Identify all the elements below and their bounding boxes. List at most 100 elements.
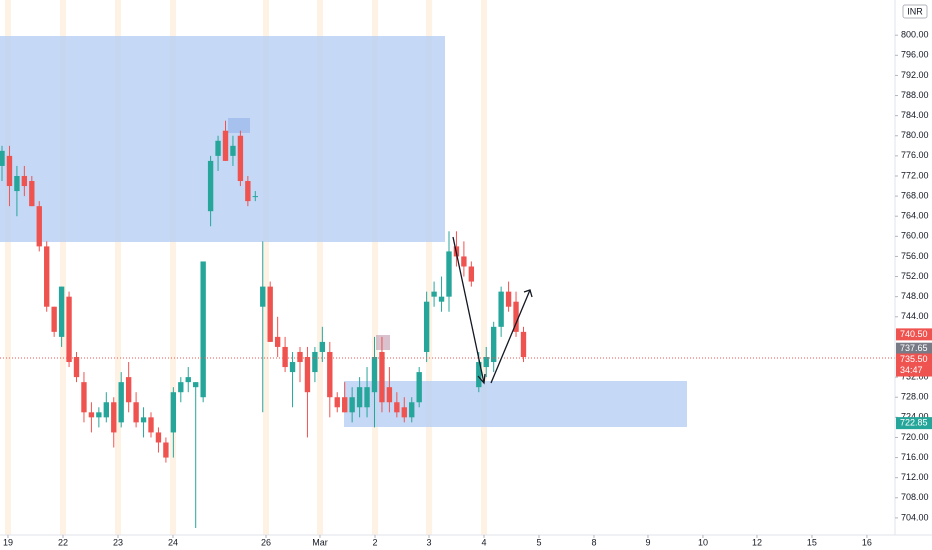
price-label-box (896, 353, 932, 366)
candle-body (431, 291, 437, 297)
candle-body (513, 301, 519, 332)
y-tick-label: 708.00 (901, 492, 929, 502)
session-stripe (316, 0, 323, 535)
candle-body (468, 266, 475, 282)
session-stripe (426, 0, 433, 535)
session-stripes (4, 0, 488, 535)
session-stripe (115, 0, 122, 535)
currency-label: INR (907, 6, 923, 16)
candle-body (312, 351, 318, 373)
candle-body (21, 175, 28, 187)
candle-body (438, 296, 445, 302)
candle-body (520, 331, 527, 358)
candle-body (423, 301, 430, 352)
x-tick-label: 24 (168, 537, 178, 547)
candle-body (386, 387, 393, 403)
candle-body (0, 150, 5, 166)
session-stripe (263, 0, 270, 535)
price-label-box (896, 328, 932, 341)
candle-body (245, 181, 251, 202)
candle-body (267, 286, 273, 342)
arrow-head (523, 289, 533, 298)
y-tick-label: 752.00 (901, 271, 929, 281)
candle-body (416, 372, 422, 403)
y-tick-label: 748.00 (901, 291, 929, 301)
candle-body (237, 135, 244, 182)
x-tick-label: 26 (261, 537, 271, 547)
currency-badge (902, 4, 928, 19)
y-tick-label: 788.00 (901, 90, 929, 100)
candle-body (111, 402, 117, 433)
y-tick-label: 720.00 (901, 432, 929, 442)
session-stripe (481, 0, 488, 535)
candle-body (334, 397, 340, 408)
x-tick-label: 9 (645, 537, 650, 547)
candle-body (125, 377, 132, 403)
candle-body (81, 382, 87, 413)
candle-body (304, 357, 311, 393)
candle-body (155, 432, 162, 443)
candle-body (274, 336, 281, 347)
price-label-box (896, 342, 932, 355)
candle-body (319, 341, 326, 352)
x-tick-label: 4 (481, 537, 486, 547)
candle-body (178, 382, 184, 393)
candle-body (446, 251, 452, 297)
candle-body (394, 402, 400, 413)
y-tick-label: 792.00 (901, 70, 929, 80)
candle-body (356, 387, 363, 408)
candle-body (73, 357, 80, 378)
candle-body (476, 362, 482, 388)
y-tick-label: 776.00 (901, 150, 929, 160)
countdown: 34:47 (900, 365, 923, 375)
session-stripe (60, 0, 67, 535)
candle-body (140, 417, 147, 423)
candle-body (66, 296, 72, 363)
candle-body (170, 392, 177, 433)
price-label: 722.85 (900, 417, 928, 427)
candle-body (222, 130, 229, 161)
y-tick-label: 756.00 (901, 251, 929, 261)
candle-body (14, 175, 20, 192)
candle-body (252, 196, 258, 198)
x-tick-label: 23 (113, 537, 123, 547)
x-tick-label: 19 (3, 537, 13, 547)
candle-body (118, 382, 124, 423)
axes: 704.00 708.00 712.00 716.00 720.00 724.00 728.… (3, 30, 932, 547)
candle-body (289, 362, 296, 373)
countdown-box (896, 365, 932, 377)
x-tick-label: 22 (58, 537, 68, 547)
x-tick-label: 2 (373, 537, 378, 547)
x-tick-label: Mar (312, 537, 328, 547)
price-label: 737.65 (900, 343, 928, 353)
arrow-up (490, 289, 531, 384)
candle-body (163, 442, 169, 458)
candle-body (193, 382, 199, 388)
candle-body (349, 397, 355, 413)
candle-body (282, 346, 288, 368)
x-tick-label: 12 (752, 537, 762, 547)
demand-zone (344, 381, 687, 427)
y-tick-label: 780.00 (901, 130, 929, 140)
x-tick-label: 16 (862, 537, 872, 547)
candles (0, 120, 527, 528)
session-stripe (4, 0, 11, 535)
candle-body (44, 246, 50, 307)
y-tick-label: 724.00 (901, 412, 929, 422)
y-tick-label: 704.00 (901, 512, 929, 522)
candle-body (260, 286, 266, 307)
y-tick-label: 768.00 (901, 190, 929, 200)
arrows (452, 236, 533, 385)
x-tick-label: 8 (591, 537, 596, 547)
candle-body (230, 145, 236, 156)
candle-body (58, 286, 65, 337)
candle-body (200, 261, 206, 398)
price-label: 735.50 (900, 354, 928, 364)
supply-zone (0, 36, 445, 242)
candle-body (148, 417, 154, 433)
candle-body (342, 397, 348, 413)
session-stripe (169, 0, 176, 535)
x-tick-label: 5 (536, 537, 541, 547)
candle-body (96, 412, 102, 418)
